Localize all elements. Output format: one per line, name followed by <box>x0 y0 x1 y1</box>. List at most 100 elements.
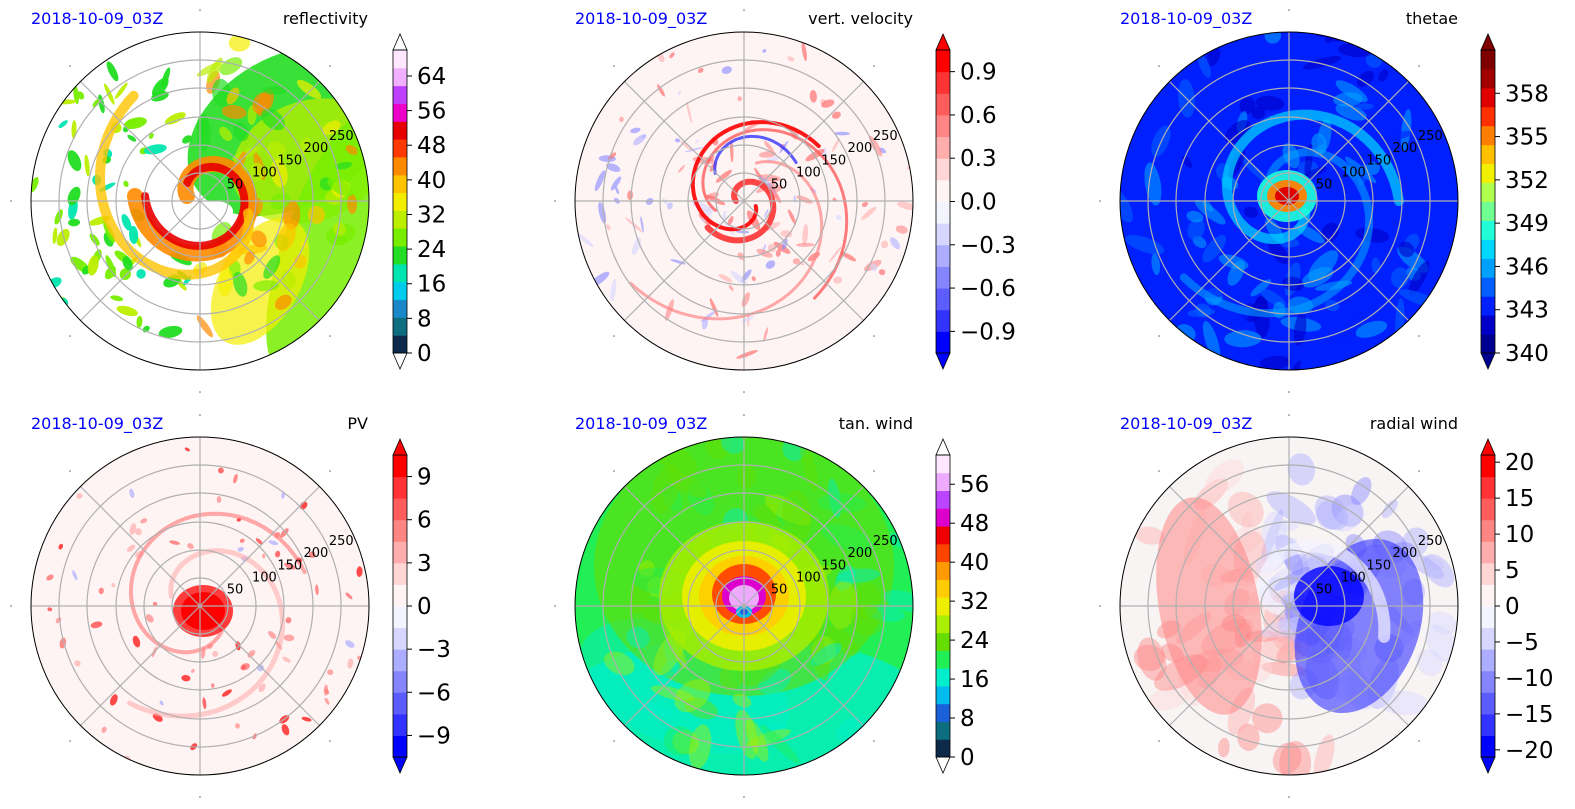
colorbar-tick-label: 349 <box>1505 211 1549 237</box>
grid-spoke <box>80 486 201 607</box>
grid-spoke <box>743 81 864 202</box>
field-blob <box>840 251 857 262</box>
colorbar-segment <box>1481 163 1495 184</box>
field-blob <box>296 79 322 99</box>
colorbar: 9 6 3 0 −3 −6 −9 <box>392 438 451 774</box>
field-blob <box>640 216 644 233</box>
field-blob <box>869 135 883 157</box>
grid-spoke <box>1169 486 1290 607</box>
field-blob <box>694 138 699 144</box>
field-blob <box>1398 241 1415 258</box>
colorbar-tick-label: 40 <box>960 550 989 576</box>
field-blob <box>735 230 750 234</box>
colorbar-segment <box>1481 296 1495 316</box>
tick-dot <box>1158 65 1160 67</box>
tick-dot <box>1288 414 1290 416</box>
field-blob <box>219 126 233 142</box>
colorbar-segment <box>936 266 950 289</box>
field-blob <box>1194 199 1226 225</box>
field-blob <box>576 232 594 248</box>
colorbar-segment <box>936 543 950 563</box>
colorbar-tick-label: 0.3 <box>960 146 997 172</box>
field-blob <box>792 258 801 265</box>
colorbar-segment <box>1481 713 1495 736</box>
field-blob <box>821 523 874 553</box>
field-blob <box>883 590 913 613</box>
spiral-band <box>713 134 798 175</box>
colorbar-frame <box>392 49 408 354</box>
colorbar-segment <box>936 244 950 267</box>
field-blob <box>206 57 223 84</box>
tick-dot <box>613 470 615 472</box>
field-blob <box>850 603 884 636</box>
colorbar-segment <box>393 85 407 104</box>
field-blob <box>275 550 281 558</box>
field-blob <box>751 276 756 282</box>
colorbar-segment <box>393 335 407 354</box>
field-blob <box>1371 257 1381 274</box>
field-blob <box>58 120 68 129</box>
grid-spoke <box>199 486 320 607</box>
colorbar-segment <box>936 650 950 669</box>
field-blob <box>746 729 791 748</box>
field-blob <box>836 214 842 220</box>
field-blob <box>678 165 685 173</box>
field-blob <box>737 252 745 260</box>
field-blob <box>1202 321 1221 362</box>
colorbar-segment <box>393 692 407 715</box>
tick-dot <box>69 335 71 337</box>
field-blob <box>127 134 137 142</box>
field-blob <box>1416 648 1443 677</box>
tick-dot <box>199 391 201 393</box>
panel-title: thetae <box>1406 9 1458 28</box>
field-blob <box>90 621 103 629</box>
field-blob <box>810 642 842 666</box>
field-blob <box>123 180 129 187</box>
field-blob <box>737 464 756 490</box>
field-blob <box>74 660 81 667</box>
field-blob <box>196 315 214 338</box>
field-blob <box>809 89 817 103</box>
colorbar-tick-label: −6 <box>417 680 451 706</box>
field-blob <box>169 540 181 545</box>
field-blob <box>895 225 908 234</box>
field-blob <box>98 94 105 114</box>
field-blob <box>718 274 733 283</box>
field-blob <box>218 268 233 297</box>
colorbar-segment <box>1481 649 1495 672</box>
colorbar-segment <box>936 455 950 474</box>
field-blob <box>657 53 665 63</box>
field-blob <box>240 663 250 671</box>
field-blob <box>104 83 115 105</box>
field-blob <box>221 105 247 119</box>
field-blob <box>284 562 296 570</box>
field-blob <box>861 201 869 207</box>
colorbar-tick-label: −20 <box>1505 738 1554 764</box>
field-blob <box>1133 644 1165 672</box>
tick-dot <box>329 740 331 742</box>
colorbar-segment <box>936 508 950 527</box>
field-layer <box>31 437 369 775</box>
colorbar-tick-label: 352 <box>1505 168 1549 194</box>
field-blob <box>674 679 711 713</box>
field-blob <box>795 242 815 247</box>
field-blob <box>1331 494 1364 527</box>
field-blob <box>101 726 107 733</box>
colorbar-segment <box>393 476 407 499</box>
field-blob <box>135 528 142 536</box>
colorbar-tick-label: 10 <box>1505 522 1534 548</box>
grid-spoke <box>1288 605 1409 726</box>
field-blob <box>686 101 692 124</box>
radial-tick-label: 200 <box>304 141 329 156</box>
field-blob <box>1137 637 1167 681</box>
radial-tick-label: 50 <box>227 582 244 597</box>
colorbar-tick-label: 355 <box>1505 125 1549 151</box>
field-blob <box>603 651 635 676</box>
colorbar-segment <box>1481 498 1495 521</box>
grid-spoke <box>1169 605 1290 726</box>
colorbar-segment <box>1481 87 1495 108</box>
field-blob <box>857 729 913 775</box>
tick-dot <box>69 470 71 472</box>
colorbar-segment <box>393 670 407 693</box>
